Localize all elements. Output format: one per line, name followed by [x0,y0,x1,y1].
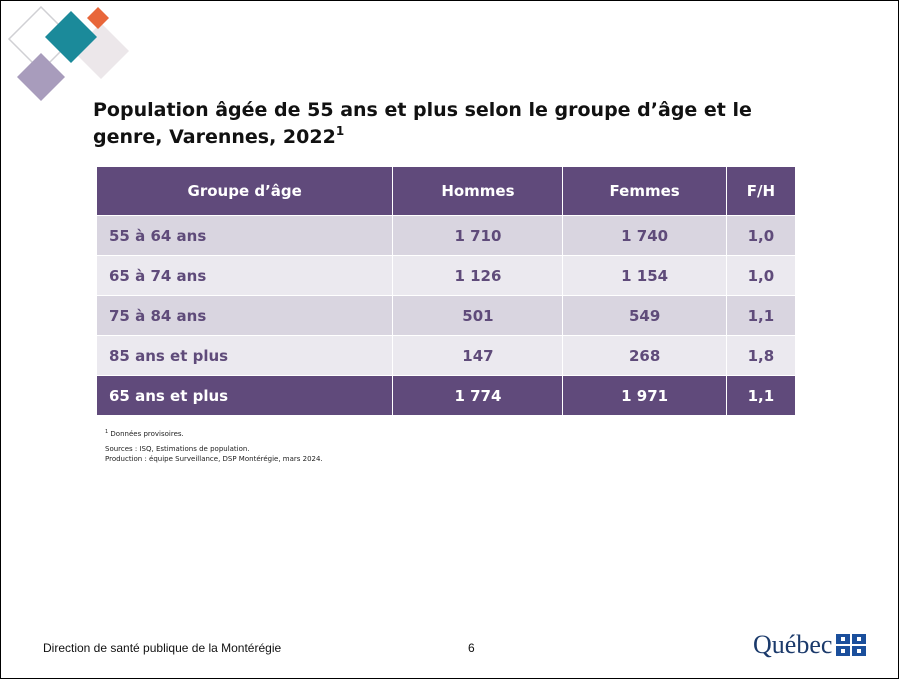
cell: 1 740 [563,216,726,256]
logo-text: Québec [753,630,832,660]
title-text: Population âgée de 55 ans et plus selon … [93,99,752,148]
column-header: F/H [726,167,795,216]
note-text: Données provisoires. [110,430,183,438]
cell: 147 [393,336,563,376]
slide: Population âgée de 55 ans et plus selon … [0,0,899,679]
row-label: 55 à 64 ans [97,216,393,256]
cell: 1,0 [726,216,795,256]
row-label: 75 à 84 ans [97,296,393,336]
cell: 1 971 [563,376,726,416]
cell: 1,0 [726,256,795,296]
column-header: Hommes [393,167,563,216]
cell: 549 [563,296,726,336]
row-label: 65 à 74 ans [97,256,393,296]
note-mark: 1 [105,429,108,435]
logo: Québec [753,630,866,660]
production: Production : équipe Surveillance, DSP Mo… [105,454,323,464]
cell: 1,1 [726,376,795,416]
cell: 501 [393,296,563,336]
cell: 1 154 [563,256,726,296]
note: 1 Données provisoires. [105,429,323,439]
cell: 1,1 [726,296,795,336]
cell: 1 710 [393,216,563,256]
row-label: 65 ans et plus [97,376,393,416]
slide-title: Population âgée de 55 ans et plus selon … [93,97,793,151]
sources: Sources : ISQ, Estimations de population… [105,444,323,454]
logo-flag [836,634,866,656]
cell: 268 [563,336,726,376]
column-header: Groupe d’âge [97,167,393,216]
page-number: 6 [468,641,475,655]
cell: 1 126 [393,256,563,296]
title-note: 1 [336,124,344,138]
cell: 1,8 [726,336,795,376]
row-label: 85 ans et plus [97,336,393,376]
cell: 1 774 [393,376,563,416]
column-header: Femmes [563,167,726,216]
notes: 1 Données provisoires. Sources : ISQ, Es… [105,429,323,464]
footer-organization: Direction de santé publique de la Montér… [43,641,281,655]
